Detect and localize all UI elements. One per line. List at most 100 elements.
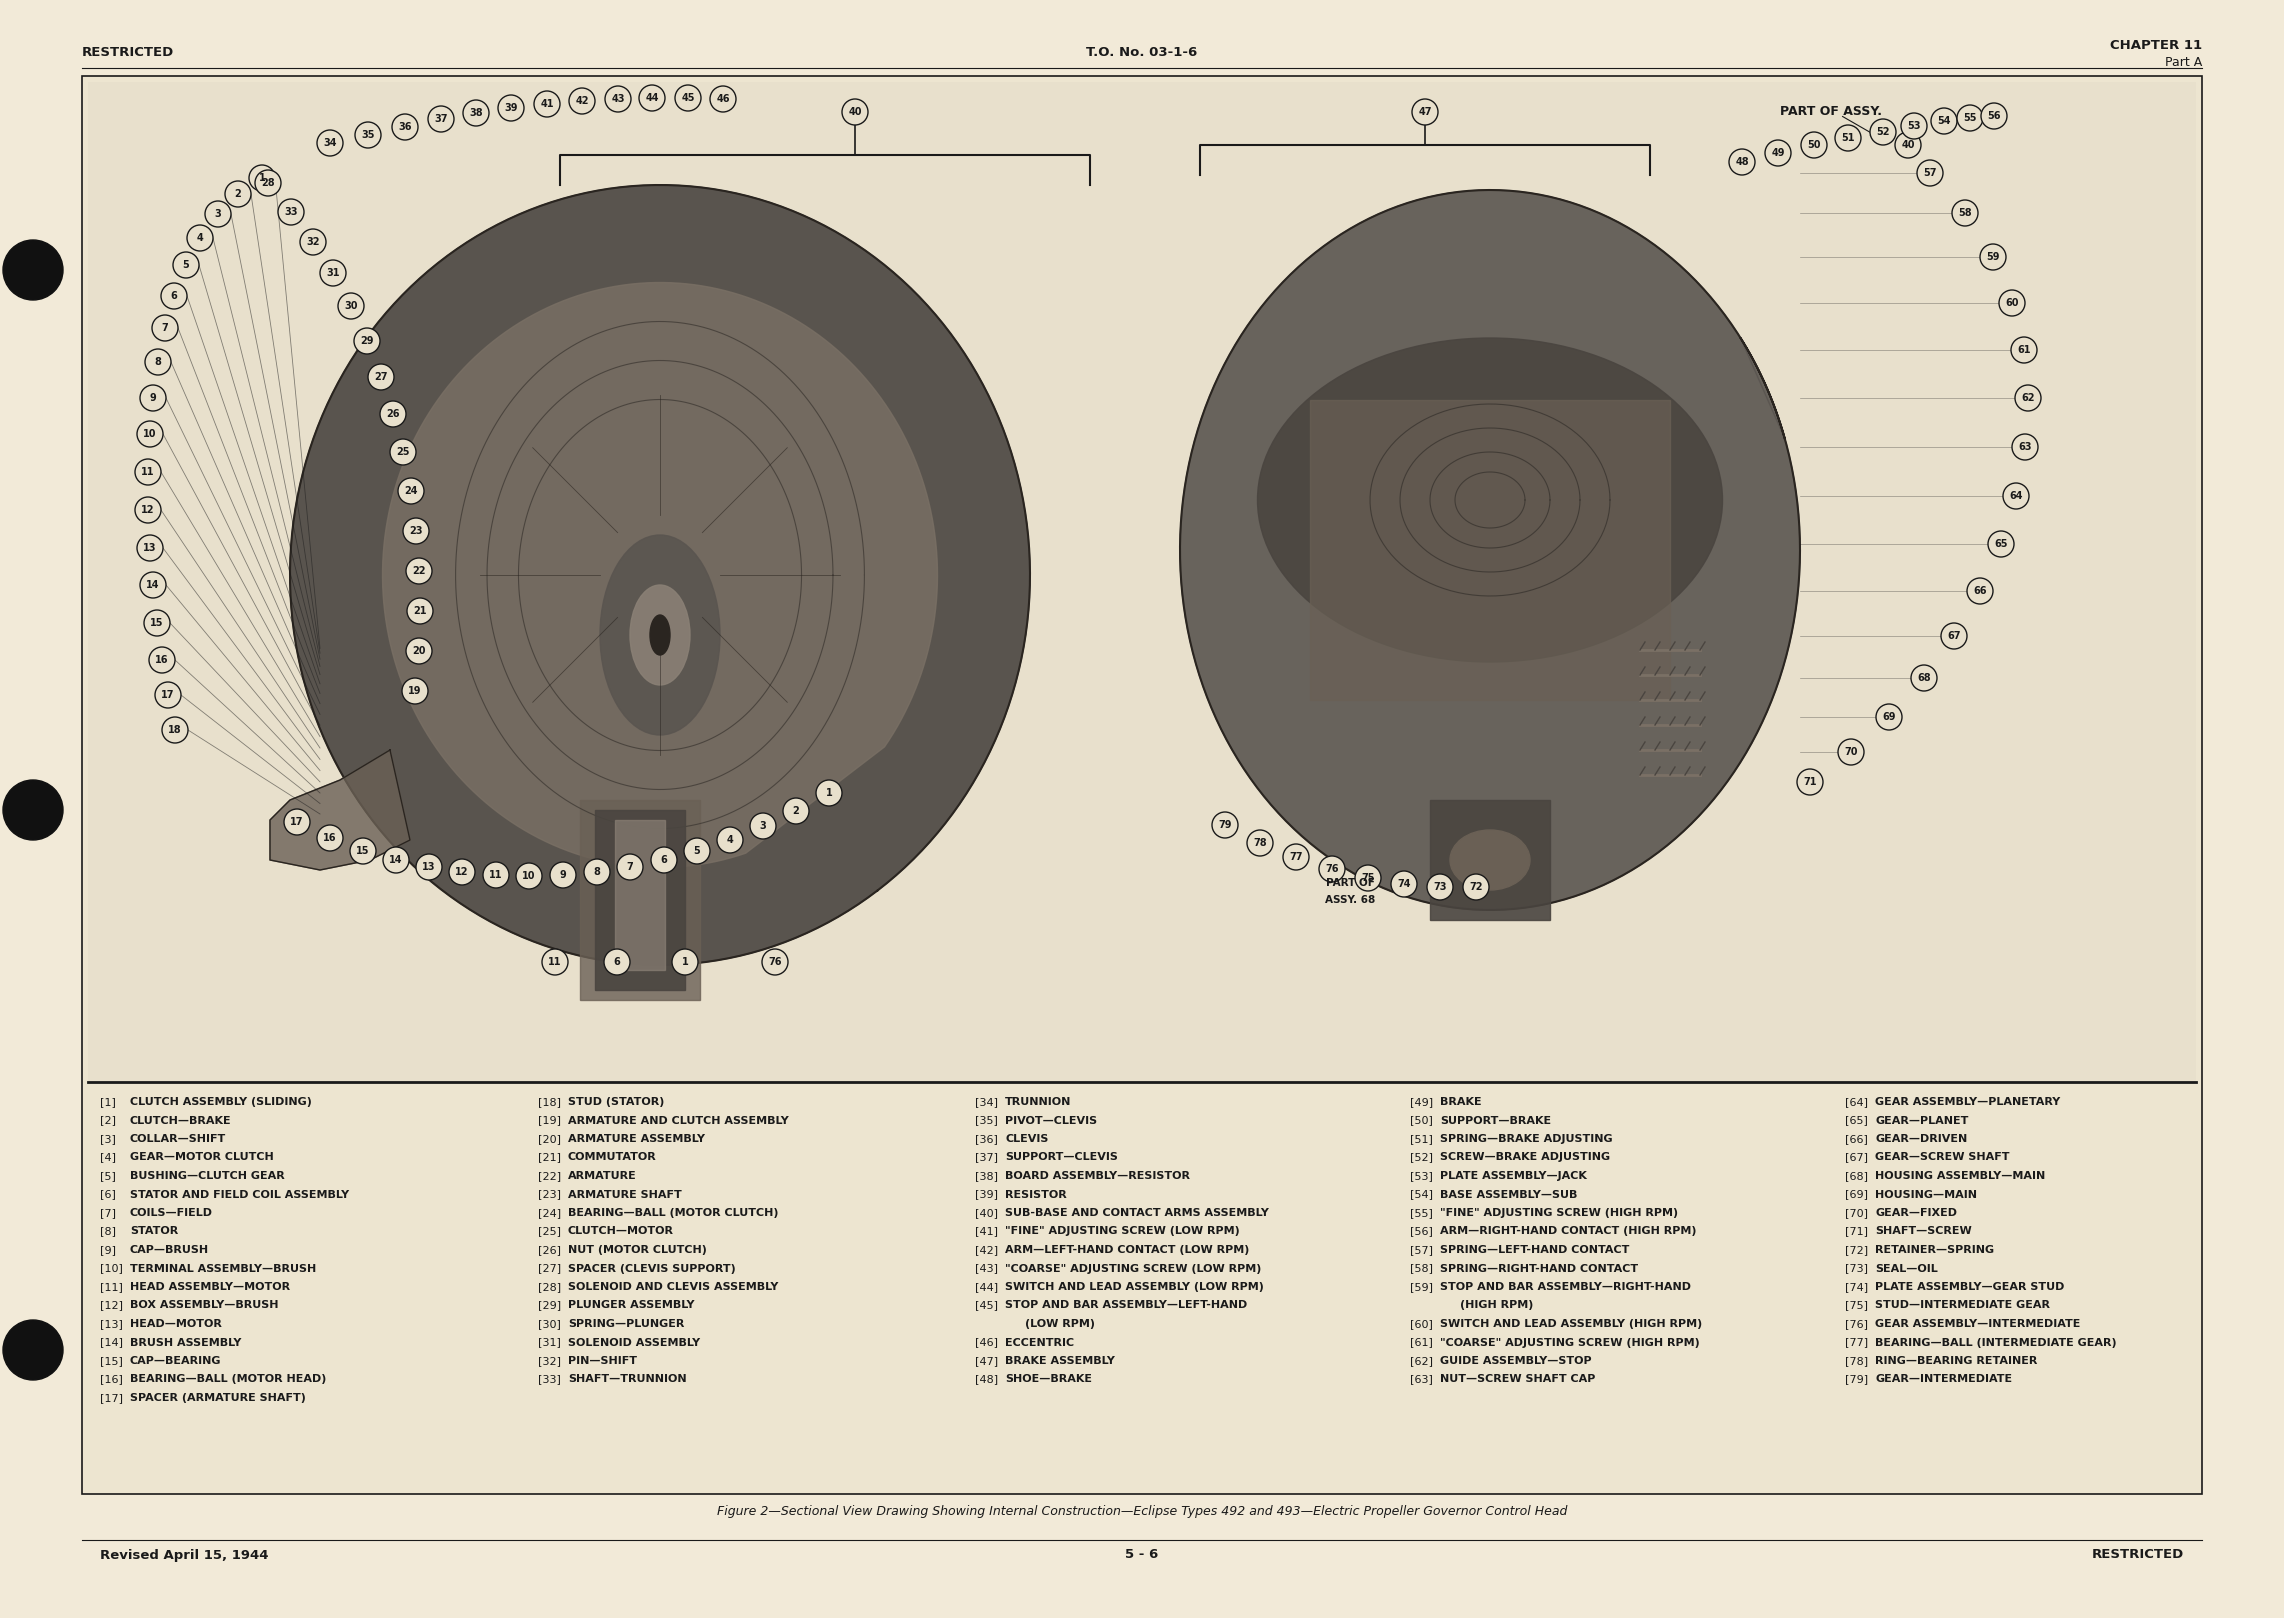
Ellipse shape [1258, 338, 1722, 662]
Text: SPRING—BRAKE ADJUSTING: SPRING—BRAKE ADJUSTING [1439, 1134, 1613, 1144]
Text: [27]: [27] [539, 1264, 562, 1273]
Circle shape [393, 113, 418, 141]
Text: 12: 12 [142, 505, 155, 515]
Text: 11: 11 [548, 956, 562, 968]
Circle shape [283, 809, 311, 835]
Text: [60]: [60] [1409, 1319, 1432, 1328]
Text: [31]: [31] [539, 1338, 562, 1348]
Text: [57]: [57] [1409, 1244, 1432, 1256]
Circle shape [1412, 99, 1439, 125]
Circle shape [450, 859, 475, 885]
Text: [5]: [5] [100, 1171, 116, 1181]
Circle shape [256, 170, 281, 196]
Text: [49]: [49] [1409, 1097, 1432, 1107]
Text: 18: 18 [169, 725, 183, 735]
Ellipse shape [1450, 830, 1530, 890]
Text: SOLENOID AND CLEVIS ASSEMBLY: SOLENOID AND CLEVIS ASSEMBLY [569, 1281, 779, 1293]
Text: 46: 46 [717, 94, 731, 104]
Text: COMMUTATOR: COMMUTATOR [569, 1152, 658, 1162]
Text: 8: 8 [594, 867, 601, 877]
Text: 59: 59 [1987, 252, 2001, 262]
Text: [42]: [42] [975, 1244, 998, 1256]
Text: 30: 30 [345, 301, 359, 311]
Text: GUIDE ASSEMBLY—STOP: GUIDE ASSEMBLY—STOP [1439, 1356, 1592, 1366]
Text: [69]: [69] [1845, 1189, 1868, 1199]
Text: ARMATURE AND CLUTCH ASSEMBLY: ARMATURE AND CLUTCH ASSEMBLY [569, 1115, 788, 1126]
Text: NUT—SCREW SHAFT CAP: NUT—SCREW SHAFT CAP [1439, 1375, 1597, 1385]
Circle shape [651, 846, 676, 874]
Circle shape [1875, 704, 1903, 730]
Text: [4]: [4] [100, 1152, 116, 1162]
Text: 65: 65 [1994, 539, 2008, 549]
Circle shape [1834, 125, 1861, 150]
Text: 57: 57 [1923, 168, 1937, 178]
Text: 15: 15 [356, 846, 370, 856]
Text: 3: 3 [215, 209, 222, 218]
Circle shape [1953, 201, 1978, 227]
Text: 58: 58 [1957, 209, 1971, 218]
Text: 5: 5 [694, 846, 701, 856]
Text: [35]: [35] [975, 1115, 998, 1126]
Text: 41: 41 [541, 99, 553, 108]
Text: SPACER (CLEVIS SUPPORT): SPACER (CLEVIS SUPPORT) [569, 1264, 735, 1273]
Text: 10: 10 [144, 429, 158, 438]
Text: [39]: [39] [975, 1189, 998, 1199]
Text: [41]: [41] [975, 1226, 998, 1236]
Circle shape [1941, 623, 1967, 649]
Circle shape [155, 683, 180, 709]
Text: 14: 14 [388, 854, 402, 866]
Text: [62]: [62] [1409, 1356, 1432, 1366]
Ellipse shape [630, 586, 690, 684]
Circle shape [1318, 856, 1345, 882]
Text: 6: 6 [614, 956, 621, 968]
Text: SWITCH AND LEAD ASSEMBLY (HIGH RPM): SWITCH AND LEAD ASSEMBLY (HIGH RPM) [1439, 1319, 1702, 1328]
Circle shape [710, 86, 735, 112]
Text: [43]: [43] [975, 1264, 998, 1273]
Text: 17: 17 [290, 817, 304, 827]
Circle shape [349, 838, 377, 864]
Text: 48: 48 [1736, 157, 1750, 167]
Text: 54: 54 [1937, 116, 1951, 126]
Text: CLUTCH ASSEMBLY (SLIDING): CLUTCH ASSEMBLY (SLIDING) [130, 1097, 313, 1107]
Text: [34]: [34] [975, 1097, 998, 1107]
Text: [32]: [32] [539, 1356, 562, 1366]
Circle shape [1839, 739, 1864, 765]
Text: 34: 34 [324, 138, 336, 147]
Text: [12]: [12] [100, 1301, 123, 1311]
Text: [9]: [9] [100, 1244, 116, 1256]
Circle shape [1912, 665, 1937, 691]
Text: 10: 10 [523, 870, 537, 880]
Circle shape [1464, 874, 1489, 900]
Text: [6]: [6] [100, 1189, 116, 1199]
Text: [19]: [19] [539, 1115, 562, 1126]
Text: [36]: [36] [975, 1134, 998, 1144]
Text: 36: 36 [397, 121, 411, 133]
Circle shape [671, 950, 699, 976]
Text: PIN—SHIFT: PIN—SHIFT [569, 1356, 637, 1366]
Text: GEAR ASSEMBLY—PLANETARY: GEAR ASSEMBLY—PLANETARY [1875, 1097, 2060, 1107]
Text: 73: 73 [1434, 882, 1446, 892]
Text: BOX ASSEMBLY—BRUSH: BOX ASSEMBLY—BRUSH [130, 1301, 279, 1311]
Circle shape [1980, 104, 2008, 129]
Circle shape [534, 91, 560, 116]
Text: BEARING—BALL (INTERMEDIATE GEAR): BEARING—BALL (INTERMEDIATE GEAR) [1875, 1338, 2117, 1348]
Text: PLATE ASSEMBLY—GEAR STUD: PLATE ASSEMBLY—GEAR STUD [1875, 1281, 2065, 1293]
Text: 76: 76 [1325, 864, 1338, 874]
Text: [61]: [61] [1409, 1338, 1432, 1348]
Text: STOP AND BAR ASSEMBLY—RIGHT-HAND: STOP AND BAR ASSEMBLY—RIGHT-HAND [1439, 1281, 1690, 1293]
Circle shape [585, 859, 610, 885]
Text: 21: 21 [413, 607, 427, 616]
Text: 24: 24 [404, 485, 418, 497]
Text: [50]: [50] [1409, 1115, 1432, 1126]
Circle shape [354, 121, 381, 147]
Text: [64]: [64] [1845, 1097, 1868, 1107]
Text: 3: 3 [761, 820, 767, 832]
Circle shape [153, 316, 178, 341]
Circle shape [162, 717, 187, 743]
Text: 75: 75 [1361, 874, 1375, 883]
Text: [38]: [38] [975, 1171, 998, 1181]
Circle shape [320, 260, 345, 286]
Text: 4: 4 [196, 233, 203, 243]
Text: SUPPORT—CLEVIS: SUPPORT—CLEVIS [1005, 1152, 1117, 1162]
Circle shape [249, 165, 274, 191]
